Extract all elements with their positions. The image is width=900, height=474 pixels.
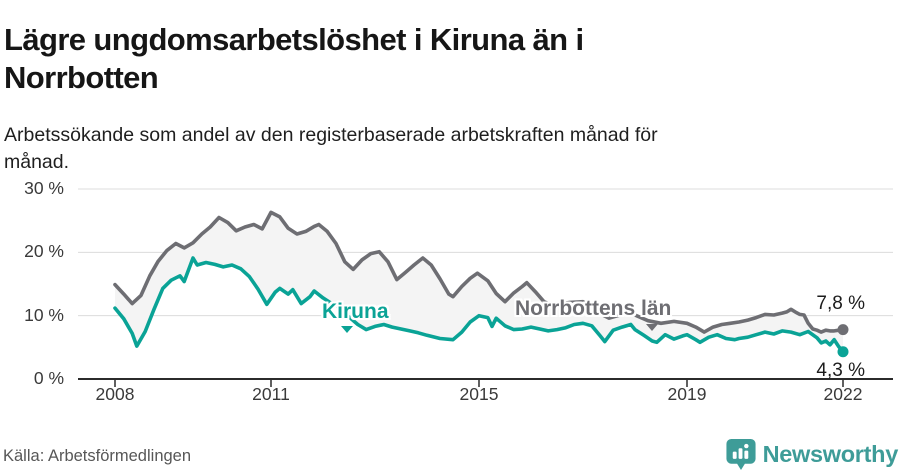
norrbotten-line xyxy=(113,210,845,334)
norrbotten-end-dot xyxy=(837,324,849,336)
x-tick-label: 2022 xyxy=(823,384,863,404)
chart-svg xyxy=(78,188,893,387)
kiruna-label-caret-icon xyxy=(341,326,353,333)
title-line-1: Lägre ungdomsarbetslöshet i Kiruna än i xyxy=(4,21,584,57)
kiruna-end-value-label: 4,3 % xyxy=(816,360,865,381)
x-tick-label: 2008 xyxy=(95,384,135,404)
x-tick-label: 2011 xyxy=(252,384,290,404)
newsworthy-logo: Newsworthy xyxy=(725,438,898,471)
norrbotten-series-label: Norrbottens län xyxy=(515,297,672,320)
x-tick-label: 2015 xyxy=(459,384,499,404)
between-series-area xyxy=(115,212,843,352)
source-credit: Källa: Arbetsförmedlingen xyxy=(3,447,192,465)
y-tick-label: 30 % xyxy=(24,178,64,198)
kiruna-line xyxy=(113,256,845,354)
norrbotten-label-caret-icon xyxy=(646,324,658,331)
title-line-2: Norrbotten xyxy=(4,59,159,95)
y-tick-label: 20 % xyxy=(24,241,64,262)
kiruna-end-dot xyxy=(837,346,849,358)
kiruna-series-label: Kiruna xyxy=(322,300,389,323)
page-title: Lägre ungdomsarbetslöshet i Kiruna än i … xyxy=(4,21,584,97)
norrbotten-end-value-label: 7,8 % xyxy=(816,293,865,314)
subtitle-line-2: månad. xyxy=(4,150,70,173)
y-tick-label: 10 % xyxy=(24,304,64,325)
y-tick-label: 0 % xyxy=(33,368,64,388)
newsworthy-logo-text: Newsworthy xyxy=(762,441,899,467)
chart-subtitle: Arbetssökande som andel av den registerb… xyxy=(4,122,658,176)
x-tick-label: 2019 xyxy=(667,384,707,404)
newsworthy-logo-icon xyxy=(726,438,756,471)
subtitle-line-1: Arbetssökande som andel av den registerb… xyxy=(4,123,658,146)
